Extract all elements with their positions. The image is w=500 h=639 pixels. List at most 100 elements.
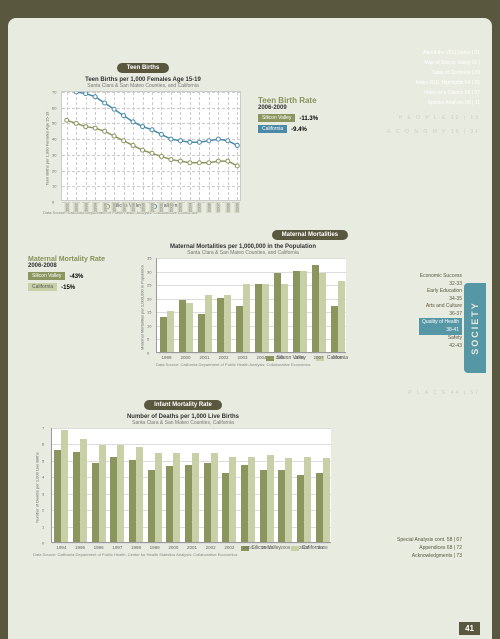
xtick: 1996 — [94, 545, 104, 550]
xtick: 2000 — [168, 545, 178, 550]
bar — [155, 453, 162, 542]
xtick: 2001 — [187, 545, 197, 550]
xtick: 2005 — [275, 355, 285, 360]
bar — [192, 453, 199, 542]
chart1-pill: Teen Births — [117, 63, 170, 73]
bar — [204, 463, 211, 542]
callout2-title: Maternal Mortality Rate — [28, 256, 128, 263]
society-tab: SOCIETY — [464, 283, 486, 373]
xtick: 1997 — [112, 545, 122, 550]
xtick: 2006 — [294, 355, 304, 360]
callout1-title: Teen Birth Rate — [258, 96, 353, 105]
sub-toc: Economic Success32-33Early Education34-3… — [382, 273, 462, 350]
bar — [319, 273, 326, 352]
subtoc-item: Safety42-43 — [382, 335, 462, 350]
subtoc-item: Economic Success32-33 — [382, 273, 462, 288]
bar — [61, 430, 68, 542]
bar — [229, 457, 236, 542]
bar — [54, 450, 61, 542]
teen-birth-callout: Teen Birth Rate 2006-2009 Silicon Valley… — [258, 96, 353, 136]
bar — [278, 470, 285, 542]
maternal-chart: Maternal Mortalities Maternal Mortalitie… — [138, 223, 348, 368]
bar — [300, 271, 307, 352]
callout-row: California-15% — [28, 283, 128, 292]
xtick: 2008 — [332, 355, 342, 360]
bar — [323, 458, 330, 542]
bar — [167, 311, 174, 352]
xtick: 2004 — [256, 355, 266, 360]
bar — [173, 453, 180, 542]
bar — [160, 317, 167, 352]
callout2-years: 2006-2008 — [28, 263, 128, 269]
chart1-plot: Teen Births per 1,000 Females Age 15-19 … — [61, 91, 241, 201]
chart3-pill: Infant Mortality Rate — [144, 400, 222, 410]
bar — [224, 295, 231, 352]
bar — [297, 475, 304, 542]
bar — [117, 445, 124, 542]
bar — [241, 465, 248, 542]
xtick: 1999 — [150, 545, 160, 550]
special-item: Appendices 68 | 72 — [397, 544, 462, 552]
xtick: 1994 — [56, 545, 66, 550]
subtoc-item: Arts and Culture36-37 — [382, 303, 462, 318]
bar — [166, 466, 173, 542]
nav-item: About the 2011 Index | 01 — [370, 48, 480, 58]
bar — [80, 439, 87, 543]
bar — [148, 470, 155, 542]
bar — [217, 298, 224, 352]
special-item: Special Analysis cont. 58 | 67 — [397, 536, 462, 544]
callout-row: Silicon Valley-43% — [28, 272, 128, 281]
bar — [262, 284, 269, 352]
bar — [99, 445, 106, 542]
page-bg: About the 2011 Index | 01Map of Silicon … — [8, 18, 492, 639]
xtick: 2002 — [206, 545, 216, 550]
top-nav: About the 2011 Index | 01Map of Silicon … — [370, 48, 480, 136]
maternal-callout: Maternal Mortality Rate 2006-2008 Silico… — [28, 256, 128, 294]
xtick: 1995 — [75, 545, 85, 550]
bar — [186, 303, 193, 352]
bar — [129, 460, 136, 542]
xtick: 2007 — [299, 545, 309, 550]
bar — [198, 314, 205, 352]
bar — [185, 465, 192, 542]
bar — [338, 281, 345, 352]
chart2-ylabel: Maternal Mortalities per 1,000,000 in Po… — [140, 265, 145, 350]
chart3-source: Data Source: California Department of Pu… — [33, 553, 333, 558]
bar — [304, 457, 311, 542]
nav-item: Index 2011 Highlights 04 | 05 — [370, 78, 480, 88]
bar — [274, 273, 281, 352]
nav-item: Map of Silicon Valley 02 | — [370, 58, 480, 68]
callout-row: California-9.4% — [258, 125, 353, 134]
xtick: 2003 — [237, 355, 247, 360]
legend-sv: Silicon Valley — [113, 203, 142, 209]
infant-chart: Infant Mortality Rate Number of Deaths p… — [33, 393, 333, 558]
bar — [316, 473, 323, 542]
nav-item: Index at a Glance 06 | 07 — [370, 88, 480, 98]
xtick: 2003 — [224, 545, 234, 550]
chart3-plot: Number of Deaths per 1,000 Live Births 0… — [51, 428, 331, 543]
callout1-years: 2006-2009 — [258, 105, 353, 111]
bar — [211, 453, 218, 542]
bar — [243, 284, 250, 352]
chart2-source: Data Source: California Department of Pu… — [156, 363, 348, 368]
xtick: 1998 — [131, 545, 141, 550]
bar — [236, 306, 243, 352]
bar — [293, 271, 300, 352]
chart1-ylabel: Teen Births per 1,000 Females Age 15-19 — [45, 112, 50, 186]
nav-item: Special Analysis 08 | 11 — [370, 98, 480, 108]
bar — [267, 455, 274, 542]
callout-row: Silicon Valley-11.3% — [258, 114, 353, 123]
subtoc-item: Quality of Health38-41 — [382, 318, 462, 335]
nav-item: Table of Contents | 03 — [370, 68, 480, 78]
chart2-pill: Maternal Mortalities — [272, 230, 348, 240]
bar — [260, 470, 267, 542]
bar — [73, 452, 80, 542]
bar — [285, 458, 292, 542]
bar — [205, 295, 212, 352]
society-label: SOCIETY — [470, 301, 480, 355]
bar — [255, 284, 262, 352]
teen-births-chart: Teen Births Teen Births per 1,000 Female… — [43, 56, 243, 216]
bar — [331, 306, 338, 352]
chart2-plot: Maternal Mortalities per 1,000,000 in Po… — [156, 258, 346, 353]
xtick: 2007 — [313, 355, 323, 360]
